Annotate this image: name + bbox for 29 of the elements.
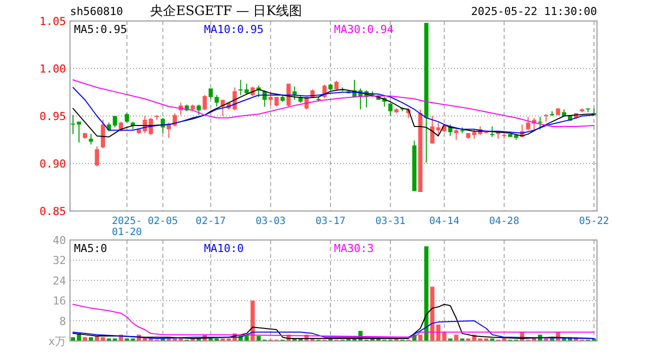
x-tick-label: 03-31 (375, 216, 406, 227)
x-tick-label: 02-05 (148, 216, 178, 227)
y-tick-label: 0.85 (40, 205, 66, 218)
x-tick-label: 2025-01-20 (112, 216, 142, 238)
y-tick-label: 32 (52, 254, 66, 268)
text: MA5:0 (74, 242, 108, 255)
y-tick-label: 0.95 (40, 110, 66, 123)
text: MA30:0.94 (334, 23, 394, 36)
x-tick-label: 03-03 (256, 216, 286, 227)
x-tick-label: 02-17 (196, 216, 226, 227)
text: MA30:3 (334, 242, 374, 255)
chart-title: 央企ESGETF — 日K线图 (150, 4, 302, 19)
y-tick-label: 1.00 (40, 62, 66, 76)
y-tick-label: 1.05 (40, 15, 66, 28)
y-tick-label: x万 (48, 335, 66, 348)
y-tick-label: 0.90 (40, 158, 66, 170)
text: MA10:0.95 (204, 23, 264, 36)
text: MA10:0 (204, 242, 244, 255)
y-tick-label: 8 (59, 314, 66, 328)
x-tick-label: 04-28 (489, 216, 520, 227)
x-tick-label: 03-17 (315, 216, 346, 227)
chart-subtitle: sh560810 (70, 5, 123, 18)
y-tick-label: 40 (52, 234, 66, 247)
x-tick-label: 04-14 (429, 216, 460, 227)
text: MA5:0.95 (74, 23, 127, 36)
y-tick-label: 24 (52, 274, 66, 288)
y-tick-label: 16 (52, 294, 66, 308)
text: 2025-05-22 11:30:00 (471, 5, 597, 18)
x-tick-label: 05-22 (578, 216, 610, 227)
